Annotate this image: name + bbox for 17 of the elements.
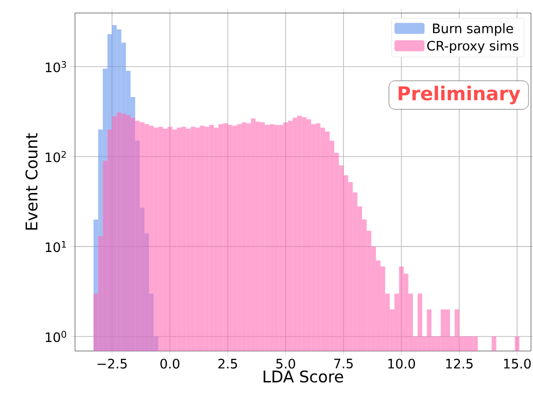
legend-label: CR-proxy sims	[427, 40, 518, 54]
y-tick-label: 10$^{1}$	[46, 240, 66, 252]
x-tick-label: 0.0	[160, 358, 180, 369]
x-tick-label: 12.5	[446, 358, 473, 369]
y-tick-label: 10$^{2}$	[46, 150, 66, 162]
x-tick-label: 5.0	[276, 358, 296, 369]
y-tick-label: 10$^{0}$	[46, 330, 66, 342]
legend-label: Burn sample	[433, 23, 514, 36]
x-tick-label: 7.5	[334, 358, 353, 368]
x-axis-title: LDA Score	[264, 370, 344, 383]
y-tick-label: 10$^{3}$	[46, 61, 66, 72]
y-axis-title: Event Count	[25, 133, 38, 230]
annotation: Preliminary	[398, 86, 520, 104]
x-tick-label: 15.0	[504, 358, 531, 369]
x-tick-label: −2.5	[98, 358, 127, 369]
x-tick-label: 2.5	[218, 358, 237, 369]
x-tick-label: 10.0	[388, 358, 415, 369]
